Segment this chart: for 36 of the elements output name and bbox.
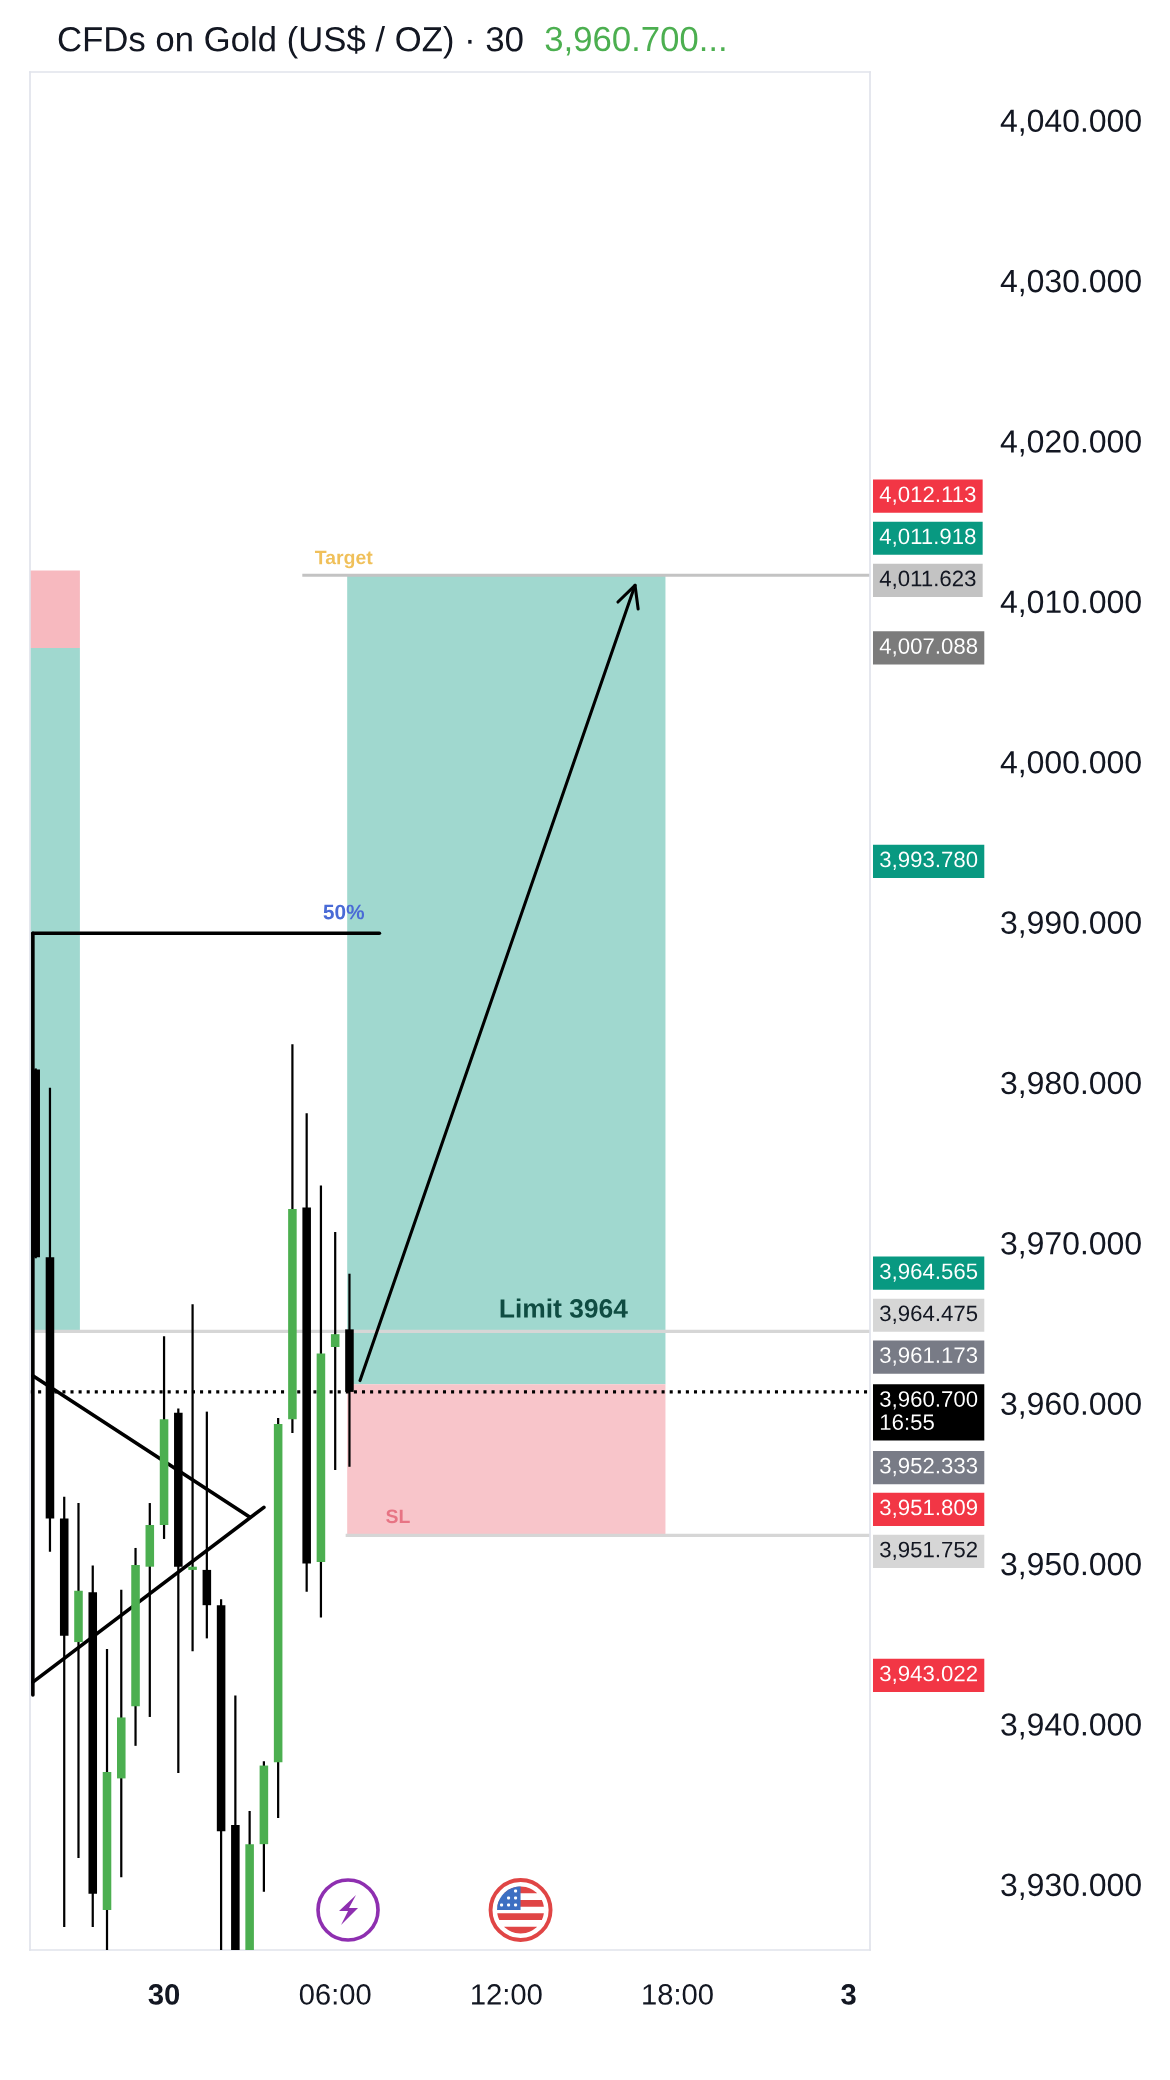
chart-subtitle: 3,960.700... xyxy=(545,26,725,56)
y-tick-label: 3,980.000 xyxy=(1001,1071,1141,1099)
annotation: Limit 3964 xyxy=(500,1298,628,1318)
x-tick-label: 3 xyxy=(841,1984,856,2005)
y-tick-label: 3,990.000 xyxy=(1001,911,1141,938)
chart-title: CFDs on Gold (US$ / OZ) · 30 xyxy=(58,25,523,59)
text: 4,011.918 xyxy=(879,528,976,547)
text: 3,943.022 xyxy=(880,1665,977,1684)
y-tick-label: 4,040.000 xyxy=(1000,109,1141,136)
y-tick-label: 3,960.000 xyxy=(1001,1392,1141,1419)
text: 3,952.333 xyxy=(880,1457,978,1477)
x-tick-label: 06:00 xyxy=(299,1984,371,2005)
text: 3,964.565 xyxy=(880,1263,978,1282)
annotation: SL xyxy=(386,1509,410,1524)
y-tick-label: 3,970.000 xyxy=(1001,1232,1141,1259)
y-tick-label: 4,030.000 xyxy=(1000,269,1141,297)
y-tick-label: 3,940.000 xyxy=(1001,1713,1141,1740)
ref-line-label: 3,951.752 xyxy=(880,1541,977,1561)
annotation: Target xyxy=(314,550,373,569)
y-tick-label: 4,010.000 xyxy=(1000,590,1141,617)
x-tick-label: 18:00 xyxy=(643,1984,713,2005)
x-tick-label: 12:00 xyxy=(472,1984,542,2005)
ref-line-label: 4,011.623 xyxy=(879,570,976,589)
text: 3,961.173 xyxy=(880,1347,978,1366)
y-tick-label: 4,000.000 xyxy=(1000,750,1141,778)
ref-line-label: 3,964.475 xyxy=(880,1305,978,1324)
text: 3,951.809 xyxy=(880,1499,978,1518)
annotation: 50% xyxy=(323,904,365,920)
text: 3,993.780 xyxy=(880,851,978,870)
ref-line-label: 3,960.700 16:55 xyxy=(880,1391,978,1431)
text: 4,007.088 xyxy=(879,638,978,657)
y-tick-label: 4,020.000 xyxy=(1000,430,1141,457)
y-tick-label: 3,930.000 xyxy=(1001,1873,1141,1900)
y-tick-label: 3,950.000 xyxy=(1001,1552,1141,1580)
x-tick-label: 30 xyxy=(148,1984,180,2005)
text: 4,012.113 xyxy=(879,486,976,505)
